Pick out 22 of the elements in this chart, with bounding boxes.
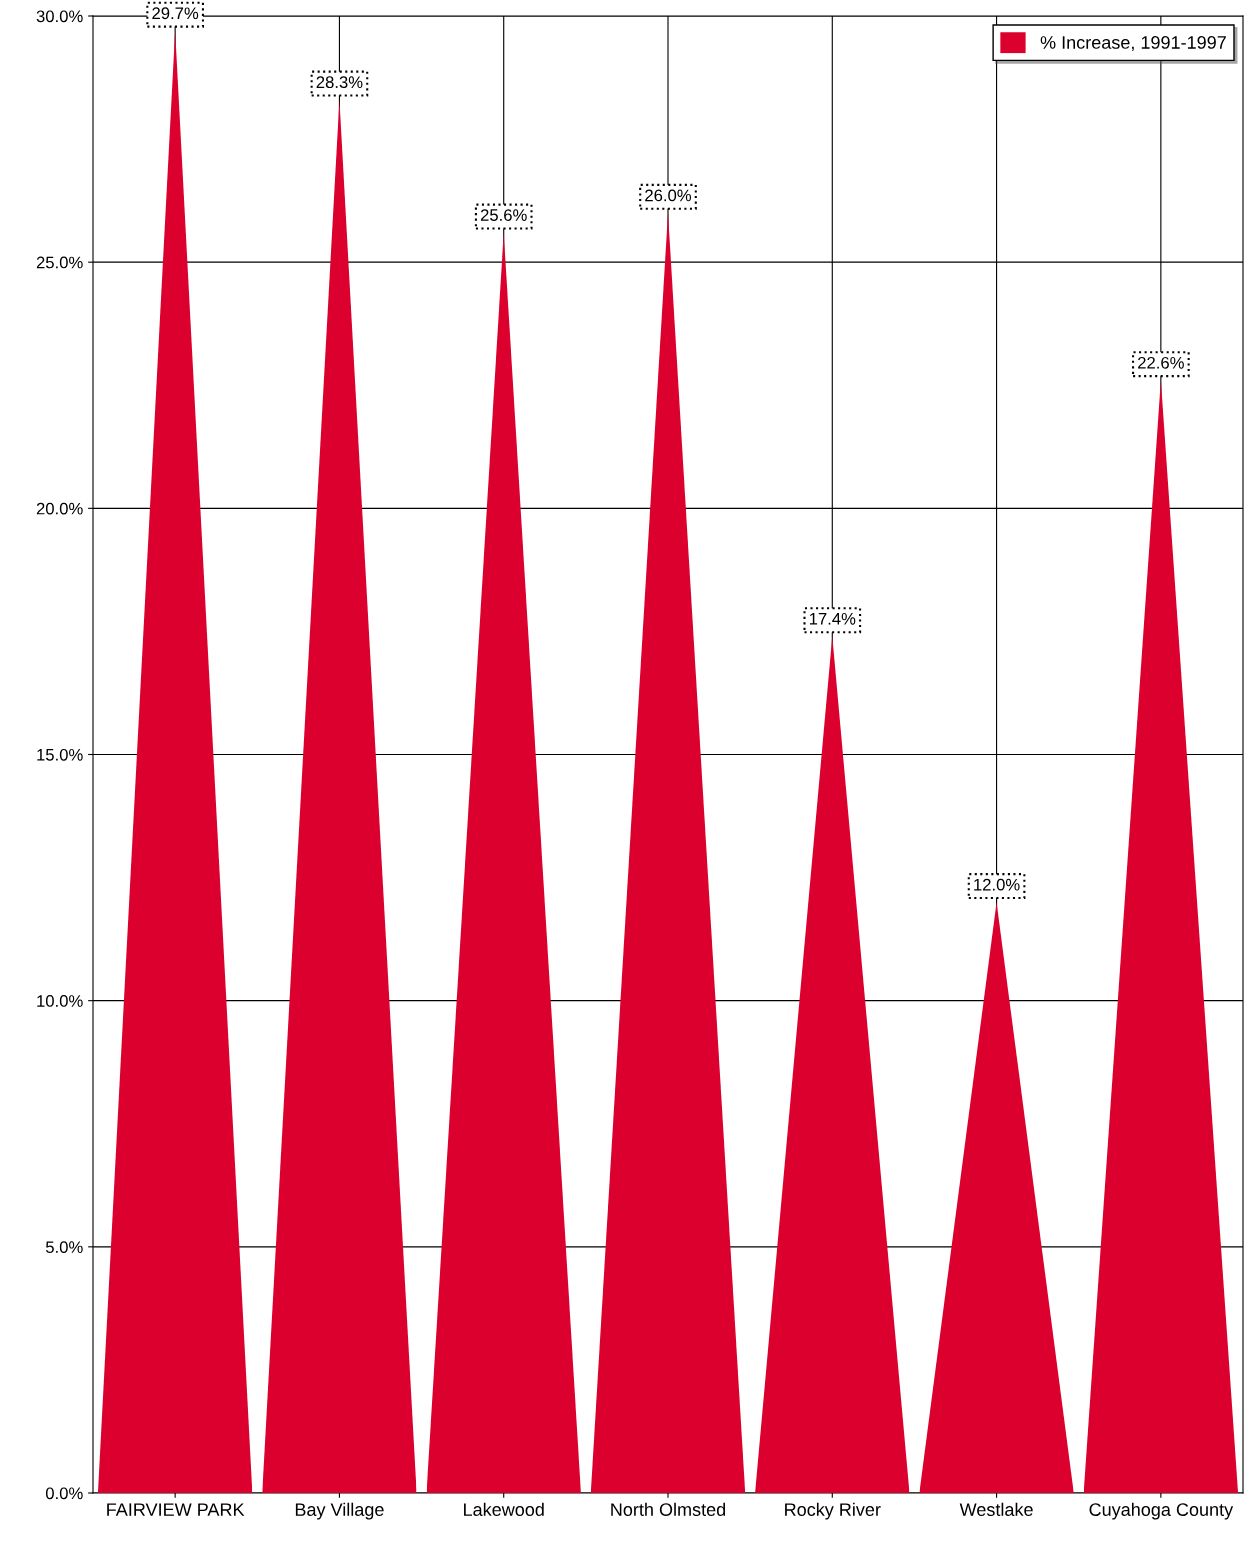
y-tick-label: 25.0%	[36, 256, 83, 269]
y-tick-label: 10.0%	[37, 995, 83, 1007]
y-tick-label: 0.0%	[45, 1487, 83, 1500]
legend-label: % Increase, 1991-1997	[1040, 36, 1226, 51]
x-tick-label: Lakewood	[464, 1502, 544, 1516]
y-tick-label: 20.0%	[36, 502, 83, 515]
data-label: 29.7%	[152, 7, 199, 20]
data-label: 25.6%	[480, 209, 527, 221]
x-tick-label: North Olmsted	[611, 1502, 726, 1516]
x-tick-label: Westlake	[959, 1502, 1033, 1516]
y-tick-label: 15.0%	[37, 748, 83, 761]
x-tick-label: Bay Village	[295, 1502, 384, 1520]
data-label: 26.0%	[645, 189, 692, 202]
data-label: 17.4%	[809, 612, 856, 625]
y-tick-label: 30.0%	[36, 10, 83, 23]
x-tick-label: FAIRVIEW PARK	[107, 1503, 245, 1516]
data-label: 22.6%	[1138, 356, 1184, 369]
y-tick-label: 5.0%	[45, 1241, 83, 1254]
data-label: 28.3%	[316, 76, 363, 89]
data-label: 12.0%	[974, 878, 1020, 891]
x-tick-label: Cuyahoga County	[1089, 1502, 1234, 1520]
x-tick-label: Rocky River	[785, 1502, 881, 1520]
